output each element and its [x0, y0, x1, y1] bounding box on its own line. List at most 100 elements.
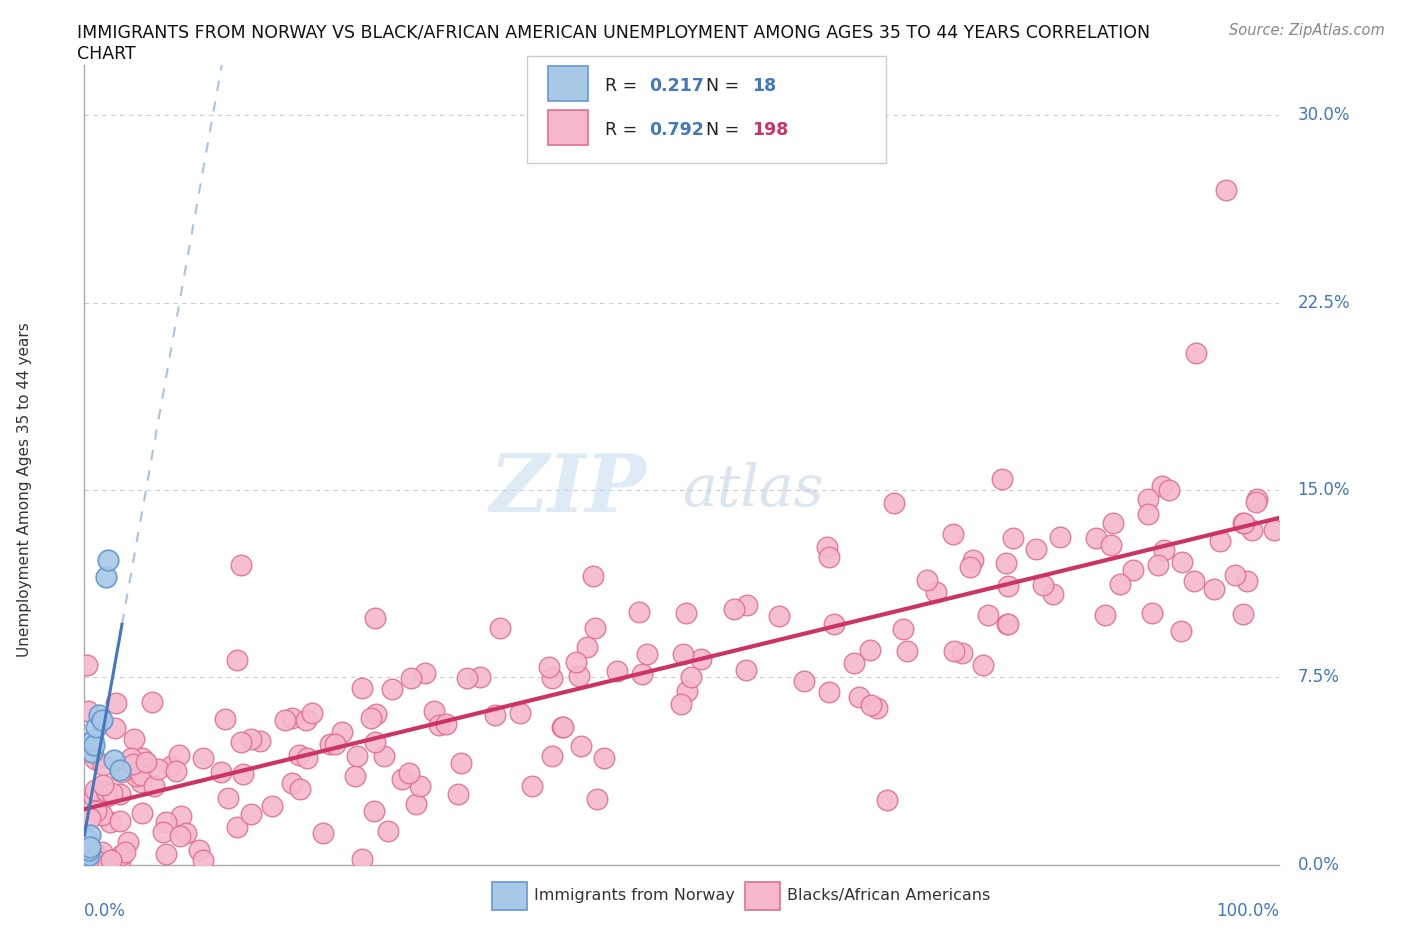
Point: [734, 662, 756, 677]
Point: [249, 734, 271, 749]
Point: [82, 850, 104, 865]
Point: [413, 666, 436, 681]
Point: [860, 698, 883, 712]
Point: [110, 847, 132, 862]
Point: [823, 617, 845, 631]
Point: [1042, 587, 1064, 602]
Point: [815, 539, 838, 554]
Point: [676, 684, 699, 698]
Point: [1233, 515, 1256, 530]
Point: [240, 806, 263, 821]
Point: [1099, 538, 1122, 552]
Point: [977, 607, 1000, 622]
Point: [1153, 542, 1175, 557]
Point: [76, 838, 98, 853]
Point: [226, 653, 249, 668]
Point: [450, 755, 472, 770]
Text: atlas: atlas: [682, 461, 824, 518]
Point: [768, 608, 790, 623]
Text: 30.0%: 30.0%: [1298, 106, 1350, 124]
Point: [169, 809, 191, 824]
Point: [281, 711, 304, 725]
Point: [1246, 491, 1268, 506]
Point: [217, 790, 239, 805]
Point: [344, 768, 367, 783]
Point: [1170, 623, 1192, 638]
Point: [169, 828, 191, 843]
Point: [165, 764, 187, 778]
Point: [135, 755, 157, 770]
Point: [1236, 574, 1258, 589]
Point: [675, 606, 697, 621]
Point: [427, 718, 450, 733]
Point: [87, 708, 110, 723]
Point: [669, 697, 692, 711]
Point: [226, 819, 249, 834]
Text: Unemployment Among Ages 35 to 44 years: Unemployment Among Ages 35 to 44 years: [17, 323, 32, 658]
Point: [108, 814, 131, 829]
Point: [231, 558, 253, 573]
Point: [489, 620, 512, 635]
Point: [915, 572, 938, 587]
Point: [553, 720, 575, 735]
Point: [942, 526, 965, 541]
Point: [1137, 506, 1160, 521]
Point: [121, 757, 143, 772]
Point: [1002, 530, 1025, 545]
Point: [540, 749, 562, 764]
Point: [1025, 541, 1047, 556]
Point: [423, 704, 446, 719]
Point: [959, 560, 981, 575]
Point: [1102, 515, 1125, 530]
Point: [103, 752, 125, 767]
Point: [79, 828, 101, 843]
Point: [377, 823, 399, 838]
Point: [214, 711, 236, 726]
Point: [943, 644, 966, 658]
Point: [672, 646, 695, 661]
Point: [606, 664, 628, 679]
Point: [193, 853, 215, 868]
Point: [950, 645, 973, 660]
Text: 0.0%: 0.0%: [84, 902, 127, 921]
Point: [90, 807, 112, 822]
Point: [297, 751, 319, 765]
Point: [352, 852, 374, 867]
Point: [110, 853, 132, 868]
Text: 22.5%: 22.5%: [1298, 294, 1350, 312]
Point: [582, 568, 605, 583]
Point: [94, 570, 117, 585]
Point: [818, 549, 841, 564]
Point: [110, 763, 132, 777]
Point: [312, 826, 335, 841]
Point: [231, 735, 253, 750]
Point: [363, 804, 385, 818]
Point: [848, 690, 870, 705]
Point: [866, 700, 889, 715]
Text: Immigrants from Norway: Immigrants from Norway: [534, 888, 735, 903]
Point: [1032, 578, 1054, 592]
Text: 0.217: 0.217: [650, 77, 704, 95]
Point: [274, 712, 297, 727]
Point: [1232, 515, 1254, 530]
Point: [83, 844, 105, 859]
Point: [408, 778, 430, 793]
Point: [520, 778, 543, 793]
Point: [104, 720, 127, 735]
Point: [995, 556, 1018, 571]
Text: 198: 198: [752, 121, 789, 139]
Point: [972, 658, 994, 673]
Point: [91, 777, 114, 792]
Point: [447, 787, 470, 802]
Point: [260, 798, 283, 813]
Point: [115, 761, 138, 776]
Point: [723, 602, 745, 617]
Point: [77, 832, 100, 847]
Point: [735, 598, 758, 613]
Point: [1136, 491, 1159, 506]
Point: [679, 670, 702, 684]
Point: [77, 843, 100, 857]
Point: [628, 604, 651, 619]
Point: [991, 472, 1014, 486]
Point: [239, 732, 262, 747]
